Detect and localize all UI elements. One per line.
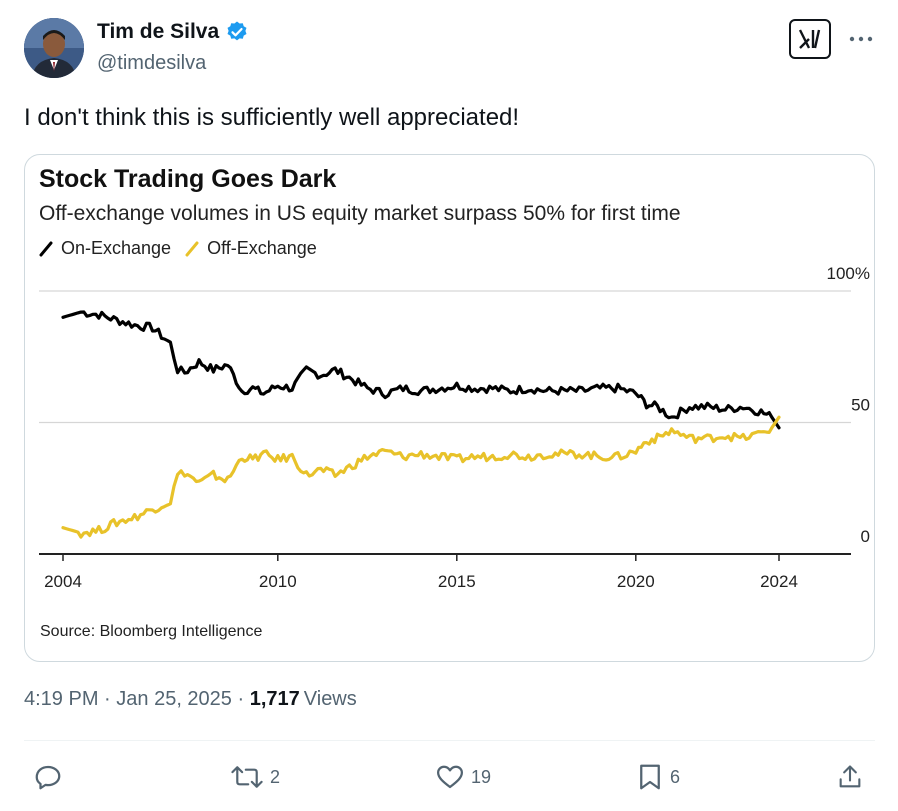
- y-tick-label: 50: [851, 396, 870, 415]
- y-tick-label: 0: [861, 527, 870, 546]
- author-name[interactable]: Tim de Silva: [97, 20, 220, 43]
- x-tick-label: 2015: [438, 572, 476, 591]
- avatar-image: [24, 18, 84, 78]
- bookmark-count: 6: [670, 766, 681, 787]
- series-off-exchange-line: [61, 415, 781, 539]
- share-icon: [839, 765, 861, 788]
- chart-source: Source: Bloomberg Intelligence: [40, 623, 263, 640]
- chart-image-card[interactable]: Stock Trading Goes Dark Off-exchange vol…: [24, 154, 875, 662]
- heart-icon: [437, 765, 463, 789]
- divider: [24, 740, 875, 741]
- more-icon: [849, 36, 873, 42]
- tweet-date[interactable]: Jan 25, 2025: [116, 688, 232, 710]
- repost-count: 2: [270, 766, 281, 787]
- repost-button[interactable]: 2: [230, 762, 280, 792]
- grok-button[interactable]: [789, 19, 831, 59]
- legend-label-off: Off-Exchange: [207, 238, 317, 258]
- more-options-button[interactable]: [848, 26, 874, 52]
- tweet-meta: 4:19 PM · Jan 25, 2025 · 1,717 Views: [24, 688, 357, 711]
- tweet-time[interactable]: 4:19 PM: [24, 688, 99, 710]
- verified-badge-icon: [225, 20, 249, 44]
- repost-icon: [231, 766, 263, 788]
- x-tick-label: 2004: [44, 572, 82, 591]
- bookmark-icon: [640, 764, 660, 790]
- line-chart: 100% 50 0 2004 2010 2015 2020 2024: [39, 264, 870, 591]
- legend-item-off-exchange: Off-Exchange: [185, 238, 317, 259]
- legend-item-on-exchange: On-Exchange: [39, 238, 171, 259]
- x-tick-label: 2010: [259, 572, 297, 591]
- avatar[interactable]: [24, 18, 84, 78]
- author-handle[interactable]: @timdesilva: [97, 52, 207, 74]
- y-tick-label: 100%: [827, 264, 870, 283]
- chart-subtitle: Off-exchange volumes in US equity market…: [39, 202, 681, 225]
- series-on-exchange-line: [61, 310, 781, 430]
- reply-icon: [35, 765, 61, 790]
- meta-separator: ·: [98, 688, 117, 710]
- chart-title: Stock Trading Goes Dark: [39, 165, 337, 193]
- share-button[interactable]: [836, 762, 864, 792]
- bookmark-button[interactable]: 6: [636, 762, 680, 792]
- legend-label-on: On-Exchange: [61, 238, 172, 258]
- like-count: 19: [471, 766, 492, 787]
- x-tick-label: 2024: [760, 572, 798, 591]
- chart-legend: On-Exchange Off-Exchange: [39, 238, 331, 259]
- legend-swatch-off-icon: [185, 241, 199, 256]
- views-label: Views: [303, 688, 357, 710]
- like-button[interactable]: 19: [435, 762, 491, 792]
- reply-button[interactable]: [33, 762, 69, 792]
- meta-separator: ·: [231, 688, 250, 710]
- legend-swatch-on-icon: [39, 241, 53, 256]
- x-tick-label: 2020: [617, 572, 655, 591]
- views-count: 1,717: [249, 688, 300, 710]
- tweet-text: I don't think this is sufficiently well …: [24, 104, 520, 131]
- grok-icon: [798, 29, 821, 49]
